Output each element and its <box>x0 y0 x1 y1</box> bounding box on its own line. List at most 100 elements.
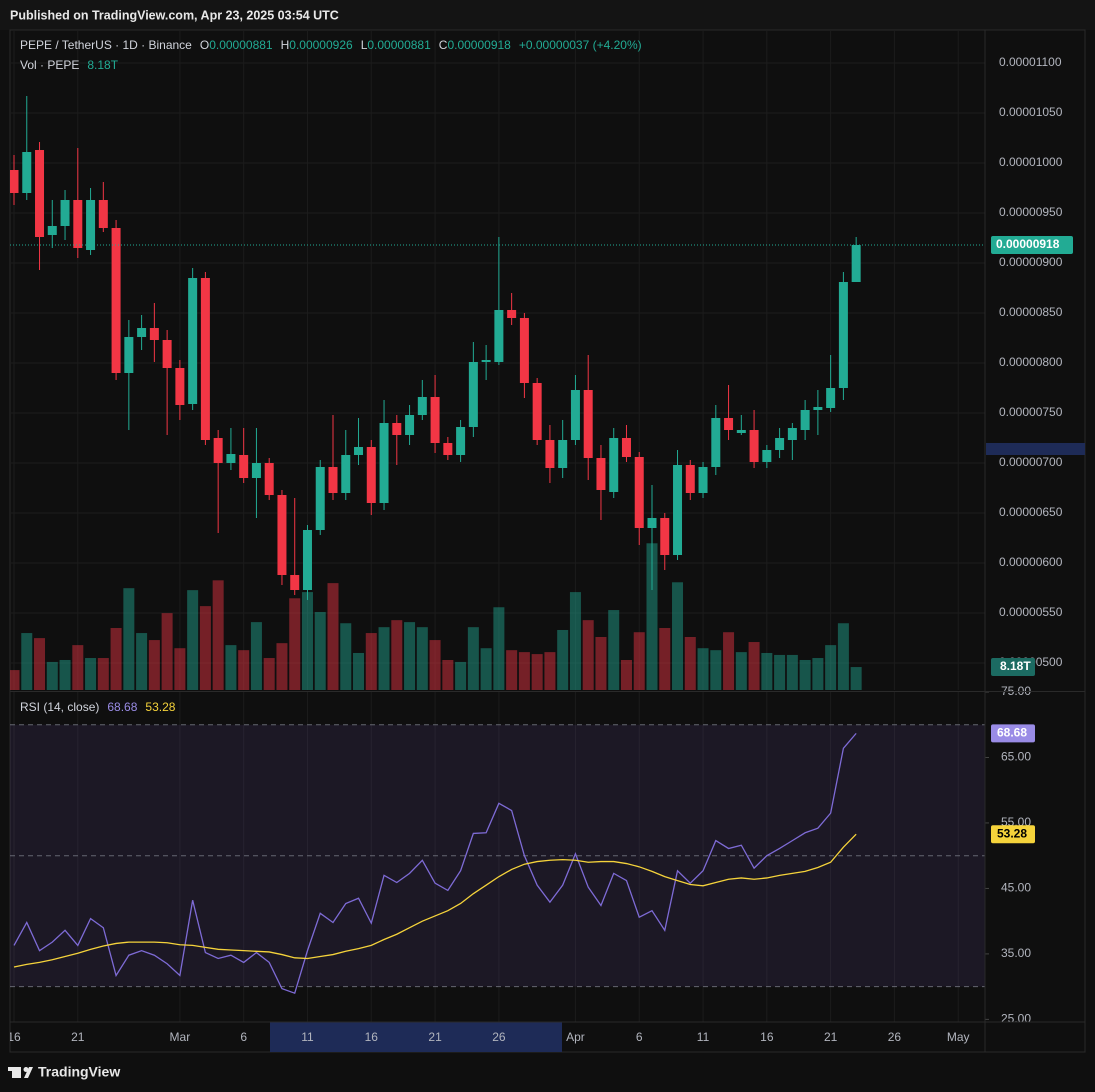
candle-body <box>354 447 364 455</box>
candle-body <box>838 282 848 388</box>
volume-last: 8.18T <box>87 58 118 72</box>
y-tick-label: 0.00000600 <box>999 555 1063 569</box>
candle-body <box>545 440 555 468</box>
ohlc-key: L <box>361 38 368 52</box>
volume-bar <box>123 588 135 690</box>
candle-body <box>647 518 657 528</box>
volume-bar <box>161 613 173 690</box>
candle-body <box>341 455 351 493</box>
y-tick-label: 0.00000800 <box>999 355 1063 369</box>
candle-body <box>302 530 312 590</box>
rsi-last-box <box>991 724 1035 743</box>
ohlc-value: 0.00000881 <box>209 38 273 52</box>
candle-body <box>711 418 721 467</box>
volume-bar <box>825 645 837 690</box>
x-tick-label: 11 <box>697 1030 710 1044</box>
volume-bar <box>289 598 301 690</box>
volume-bar <box>416 627 428 690</box>
candle-body <box>673 465 683 555</box>
candle-body <box>226 454 236 463</box>
y-tick-label: 0.00000850 <box>999 305 1063 319</box>
candle-body <box>800 410 810 430</box>
rsi-ma-last: 53.28 <box>145 700 175 714</box>
candle-body <box>456 427 466 455</box>
volume-bar <box>748 642 760 690</box>
volume-bar <box>837 623 849 690</box>
volume-last-box <box>991 658 1035 677</box>
rsi-pane <box>10 692 985 1022</box>
volume-last-label: 8.18T <box>1000 659 1031 673</box>
ohlc-value: 0.00000918 <box>447 38 511 52</box>
y-tick-label: 35.00 <box>1001 946 1031 960</box>
volume-bar <box>97 658 109 690</box>
candle-body <box>634 457 644 528</box>
volume-bar <box>404 622 416 690</box>
date-range-highlight <box>270 1022 562 1052</box>
chart-frame <box>9 29 1086 1053</box>
candle-body <box>481 360 491 362</box>
volume-bar <box>633 632 645 690</box>
volume-bar <box>557 629 569 690</box>
candle-body <box>239 455 249 478</box>
y-tick-label: 0.00001100 <box>999 55 1062 69</box>
candle-body <box>162 340 172 368</box>
ohlc-key: C <box>439 38 448 52</box>
last-price-label: 0.00000918 <box>996 237 1060 251</box>
candle-body <box>328 467 338 493</box>
date-axis: 16 21 Mar 6 11 16 21 26 Apr 6 11 16 21 26 May <box>7 1030 970 1044</box>
candle-body <box>35 150 45 237</box>
y-tick-label: 45.00 <box>1001 881 1031 895</box>
footer-logo <box>8 1067 33 1078</box>
y-tick-label: 0.00000950 <box>999 205 1063 219</box>
y-tick-label: 0.00000750 <box>999 405 1063 419</box>
y-tick-label: 0.00000900 <box>999 255 1063 269</box>
volume-bar <box>569 592 581 690</box>
candle-body <box>405 415 415 435</box>
value-axes: 0.00001100 0.00001050 0.00001000 0.00000950… <box>985 55 1073 1026</box>
candle-body <box>660 518 670 555</box>
volume-bar <box>391 620 403 690</box>
candle-body <box>124 337 134 373</box>
candle-body <box>86 200 96 250</box>
volume-bar <box>212 580 224 690</box>
candle-body <box>175 368 185 405</box>
volume-bar <box>544 652 556 690</box>
volume-bar <box>174 648 186 690</box>
candle-body <box>366 447 376 503</box>
ohlc-value: 0.00000926 <box>289 38 353 52</box>
x-tick-label: 16 <box>7 1030 21 1044</box>
volume-bar <box>620 659 632 690</box>
y-tick-label: 0.00000550 <box>999 605 1063 619</box>
x-tick-label: 21 <box>71 1030 85 1044</box>
volume-bar <box>518 652 530 690</box>
volume-bar <box>263 658 275 690</box>
volume-bar <box>761 652 773 690</box>
change: +0.00000037 (+4.20%) <box>519 38 642 52</box>
volume-bar <box>531 654 543 690</box>
volume-bar <box>340 623 352 690</box>
volume-bar <box>378 627 390 690</box>
candle-body <box>762 450 772 462</box>
volume-bar <box>110 628 122 690</box>
volume-legend: Vol · PEPE 8.18T <box>20 58 119 72</box>
x-tick-label: 11 <box>301 1030 314 1044</box>
candle-body <box>532 383 542 440</box>
candle-body <box>494 310 504 362</box>
candle-body <box>200 278 210 440</box>
candle-body <box>443 443 453 455</box>
price-range-highlight <box>986 443 1085 455</box>
top-bar <box>0 0 1095 30</box>
candle-body <box>621 438 631 457</box>
candle-body <box>290 575 300 590</box>
volume-bar <box>314 612 326 690</box>
candle-body <box>558 440 568 468</box>
candle-body <box>264 463 274 495</box>
candle-body <box>826 388 836 408</box>
volume-bar <box>582 620 594 690</box>
volume-bar <box>59 659 71 690</box>
candle-body <box>111 228 121 373</box>
volume-bar <box>72 645 84 690</box>
rsi-line <box>13 732 857 995</box>
candle-body <box>736 430 746 433</box>
